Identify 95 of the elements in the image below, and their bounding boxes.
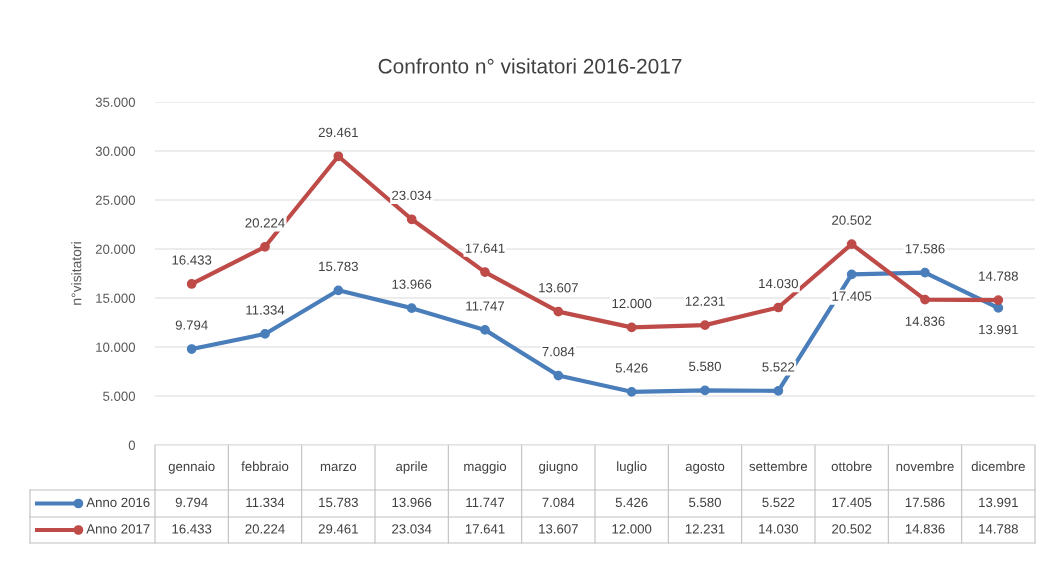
x-tick-label: maggio xyxy=(464,461,507,474)
text: 11.747 xyxy=(466,301,505,311)
data-label: 5.580 xyxy=(689,497,721,508)
text: 13.607 xyxy=(539,283,578,293)
point xyxy=(406,303,417,313)
point xyxy=(700,385,710,396)
data-label: 29.461 xyxy=(318,524,358,534)
y-axis-title: n°visitatori xyxy=(71,242,82,305)
data-label: 15.783 xyxy=(319,497,358,508)
point xyxy=(846,269,857,280)
point xyxy=(553,306,564,317)
point xyxy=(920,294,930,305)
text: 14.788 xyxy=(979,271,1018,281)
point xyxy=(773,302,784,313)
text: 20.502 xyxy=(832,215,872,225)
x-tick-label: giugno xyxy=(539,461,578,474)
y-tick-label: 10.000 xyxy=(96,342,136,352)
data-label: 11.747 xyxy=(466,497,505,507)
y-tick-label: 0 xyxy=(128,440,136,450)
text: 13.991 xyxy=(979,324,1018,335)
data-label: 17.405 xyxy=(832,497,872,508)
y-tick-label: 20.000 xyxy=(95,244,136,254)
point xyxy=(700,320,710,330)
text: 12.231 xyxy=(685,296,725,306)
x-tick-label: febbraio xyxy=(241,461,289,472)
chart-title: Confronto n° visitatori 2016-2017 xyxy=(378,58,682,74)
data-label: 13.966 xyxy=(392,497,432,508)
text: 20.224 xyxy=(245,218,285,228)
legend-label: Anno 2016 xyxy=(86,497,150,508)
x-tick-label: ottobre xyxy=(831,461,872,472)
point xyxy=(846,239,857,249)
data-label: 17.586 xyxy=(905,497,945,508)
text: 5.580 xyxy=(689,361,721,372)
point xyxy=(920,267,930,278)
text: 7.084 xyxy=(542,346,575,357)
point xyxy=(333,285,344,296)
text: 17.405 xyxy=(832,291,872,301)
text: 5.426 xyxy=(615,363,648,373)
point xyxy=(626,386,637,397)
point xyxy=(480,267,490,277)
data-label: 16.433 xyxy=(172,524,212,534)
x-tick-label: dicembre xyxy=(971,461,1025,472)
point xyxy=(260,329,270,339)
y-tick-label: 15.000 xyxy=(96,293,136,303)
point xyxy=(186,344,197,354)
text: 14.030 xyxy=(759,278,798,289)
data-label: 13.607 xyxy=(539,524,578,534)
x-tick-label: luglio xyxy=(617,461,647,474)
text: 13.966 xyxy=(392,279,432,289)
point xyxy=(333,151,344,162)
x-tick-label: aprile xyxy=(396,461,428,474)
point xyxy=(480,325,490,335)
data-label: 9.794 xyxy=(175,497,208,508)
data-label: 5.426 xyxy=(615,497,648,508)
y-tick-label: 35.000 xyxy=(95,97,136,107)
text: 16.433 xyxy=(172,255,212,265)
text: 12.000 xyxy=(612,298,652,309)
data-label: 12.231 xyxy=(685,524,725,534)
point xyxy=(406,214,417,225)
y-tick-label: 30.000 xyxy=(95,146,136,156)
text: 14.836 xyxy=(905,316,945,326)
x-tick-label: gennaio xyxy=(168,461,215,474)
text: 29.461 xyxy=(318,127,358,138)
data-label: 20.502 xyxy=(832,524,872,534)
data-label: 20.224 xyxy=(245,524,285,534)
x-tick-label: settembre xyxy=(749,461,808,472)
data-label: 7.084 xyxy=(542,497,575,508)
y-tick-label: 25.000 xyxy=(95,195,136,205)
point xyxy=(186,279,197,289)
data-label: 12.000 xyxy=(612,524,652,534)
text: 11.334 xyxy=(246,305,285,315)
data-label: 14.836 xyxy=(905,524,945,534)
text: 5.522 xyxy=(762,362,795,372)
data-label: 14.030 xyxy=(759,524,798,534)
text: 17.641 xyxy=(465,243,505,253)
data-label: 17.641 xyxy=(465,524,505,534)
legend-label: Anno 2017 xyxy=(86,524,150,534)
data-label: 14.788 xyxy=(979,524,1018,534)
y-tick-label: 5.000 xyxy=(103,391,136,401)
data-label: 11.334 xyxy=(246,497,285,508)
text: 15.783 xyxy=(319,261,358,272)
point xyxy=(553,370,564,381)
point xyxy=(773,386,784,396)
point xyxy=(993,295,1004,305)
text: 9.794 xyxy=(175,320,208,330)
text: 23.034 xyxy=(392,190,432,200)
data-label: 5.522 xyxy=(762,497,795,508)
x-tick-label: agosto xyxy=(685,462,725,474)
x-tick-label: marzo xyxy=(320,463,357,472)
point xyxy=(260,241,270,252)
text: 17.586 xyxy=(905,244,945,254)
data-label: 23.034 xyxy=(392,524,432,534)
point xyxy=(626,322,637,333)
x-tick-label: novembre xyxy=(896,461,954,472)
data-label: 13.991 xyxy=(979,497,1018,508)
